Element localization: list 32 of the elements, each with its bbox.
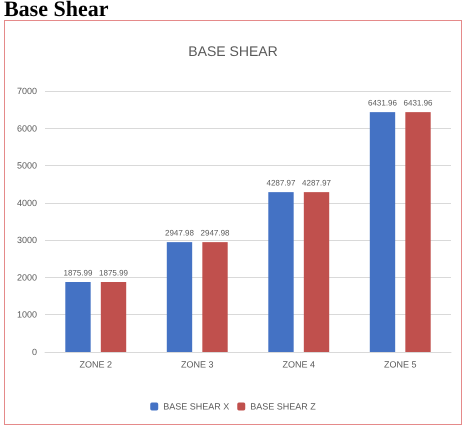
data-label: 4287.97 [266, 178, 296, 188]
chart-title: BASE SHEAR [188, 43, 278, 59]
bar [405, 112, 431, 352]
x-tick-label: ZONE 5 [384, 360, 417, 370]
data-label: 4287.97 [302, 178, 332, 188]
legend-label: BASE SHEAR X [163, 402, 230, 412]
data-label: 1875.99 [64, 268, 93, 278]
data-label: 6431.96 [368, 98, 398, 108]
y-tick-label: 0 [32, 347, 37, 357]
legend-label: BASE SHEAR Z [250, 402, 316, 412]
bar [304, 192, 330, 352]
data-label: 6431.96 [404, 98, 434, 108]
data-label: 2947.98 [200, 228, 230, 238]
bar [65, 282, 91, 352]
text: Base Shear [4, 0, 108, 22]
x-tick-label: ZONE 2 [79, 360, 112, 370]
y-tick-label: 2000 [16, 272, 37, 282]
bar [370, 112, 396, 352]
x-tick-label: ZONE 3 [180, 360, 214, 370]
y-tick-label: 5000 [16, 160, 37, 171]
bar [202, 242, 228, 352]
y-tick-label: 7000 [16, 86, 37, 96]
data-label: 2947.98 [165, 228, 194, 238]
y-tick-label: 4000 [16, 198, 37, 208]
y-tick-label: 1000 [16, 310, 37, 320]
bar [268, 192, 294, 352]
data-label: 1875.99 [99, 268, 129, 278]
x-tick-label: ZONE 4 [282, 360, 316, 370]
y-tick-label: 3000 [16, 235, 37, 246]
y-tick-label: 6000 [16, 123, 37, 134]
bar [166, 242, 192, 352]
bar [100, 282, 126, 352]
